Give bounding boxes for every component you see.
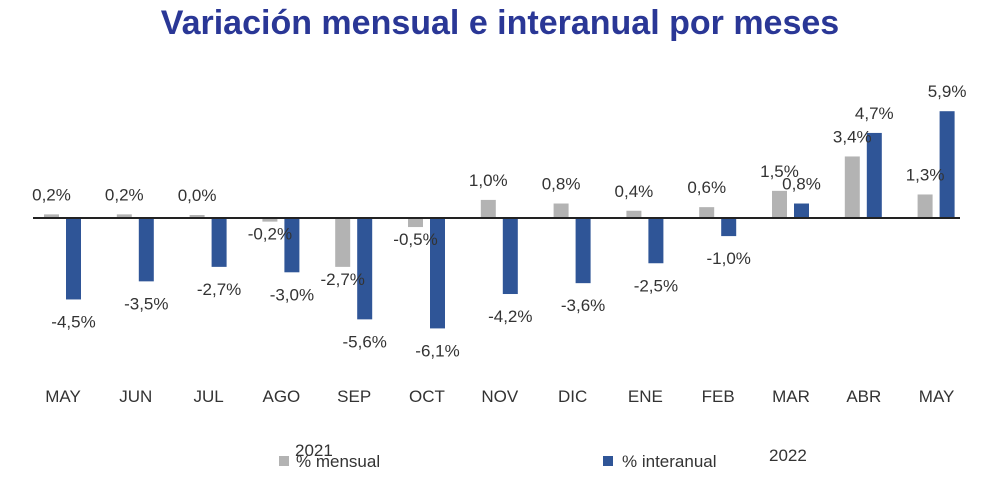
label-mensual-9: 0,6% [687,178,726,197]
legend-label-interanual: % interanual [622,452,717,471]
legend-label-mensual: % mensual [296,452,380,471]
label-mensual-3: -0,2% [248,225,292,244]
category-label-3: AGO [263,387,301,406]
label-interanual-7: -3,6% [561,296,605,315]
category-label-10: MAR [772,387,810,406]
category-label-4: SEP [337,387,371,406]
bar-interanual-oct-5 [430,218,445,329]
data-labels: 0,2% -4,5% 0,2% -3,5% 0,0% -2,7% -0,2% -3,0% -2,… [32,82,966,360]
label-mensual-12: 1,3% [906,165,945,184]
bar-interanual-feb-9 [721,218,737,237]
label-mensual-6: 1,0% [469,171,508,190]
bar-mensual-ene-8 [626,210,642,218]
label-mensual-10: 1,5% [760,162,799,181]
label-interanual-12: 5,9% [928,82,967,101]
label-interanual-1: -3,5% [124,294,168,313]
bar-mensual-nov-6 [480,199,496,218]
bar-mensual-jun-1 [116,214,132,218]
bar-interanual-sep-4 [357,218,373,320]
label-interanual-10: 0,8% [782,175,821,194]
label-mensual-2: 0,0% [178,186,217,205]
bar-mensual-sep-4 [335,218,351,267]
category-label-0: MAY [45,387,81,406]
category-label-9: FEB [702,387,735,406]
label-interanual-2: -2,7% [197,280,241,299]
year-label-2021: 2021 [295,441,333,460]
legend: % mensual % interanual 2021 2022 [279,441,807,471]
chart-title: Variación mensual e interanual por meses [160,4,840,42]
label-mensual-7: 0,8% [542,175,581,194]
category-label-12: MAY [919,387,955,406]
category-label-11: ABR [846,387,881,406]
label-interanual-8: -2,5% [634,276,678,295]
bar-interanual-ago-3 [284,218,300,273]
bar-interanual-ene-8 [648,218,664,264]
bar-mensual-feb-9 [699,207,715,218]
bar-mensual-may-12 [917,194,933,218]
label-mensual-4: -2,7% [320,270,364,289]
category-label-5: OCT [409,387,445,406]
category-label-7: DIC [558,387,587,406]
category-axis-labels: MAY JUN JUL AGO SEP OCT NOV DIC ENE FEB MAR ABR MAY [45,387,954,406]
bar-interanual-abr-11 [866,132,882,218]
label-interanual-4: -5,6% [342,332,386,351]
bar-mensual-oct-5 [408,218,423,228]
label-mensual-1: 0,2% [105,185,144,204]
bar-interanual-mar-10 [794,203,809,218]
label-mensual-11: 3,4% [833,127,872,146]
bar-interanual-jul-2 [211,218,227,267]
label-mensual-5: -0,5% [393,230,437,249]
label-interanual-6: -4,2% [488,307,532,326]
legend-swatch-mensual [279,456,289,466]
label-mensual-0: 0,2% [32,185,71,204]
category-label-8: ENE [628,387,663,406]
label-interanual-3: -3,0% [270,285,314,304]
label-interanual-11: 4,7% [855,104,894,123]
series-mensual [44,156,933,267]
label-interanual-9: -1,0% [706,249,750,268]
bar-interanual-dic-7 [575,218,591,284]
category-label-1: JUN [119,387,152,406]
bar-interanual-may-0 [66,218,81,300]
bar-mensual-ago-3 [262,218,278,222]
bar-interanual-nov-6 [502,218,518,295]
legend-swatch-interanual [603,456,613,466]
bar-mensual-abr-11 [844,156,860,218]
label-interanual-0: -4,5% [51,312,95,331]
label-mensual-8: 0,4% [615,182,654,201]
bar-interanual-jun-1 [138,218,154,282]
bar-mensual-jul-2 [189,215,205,218]
label-interanual-5: -6,1% [415,341,459,360]
category-label-6: NOV [481,387,519,406]
bar-mensual-mar-10 [772,190,787,218]
bar-interanual-may-12 [939,111,955,218]
bar-mensual-may-0 [44,214,59,218]
series-interanual [66,111,955,329]
year-label-2022: 2022 [769,446,807,465]
category-label-2: JUL [193,387,223,406]
bar-mensual-dic-7 [553,203,569,218]
